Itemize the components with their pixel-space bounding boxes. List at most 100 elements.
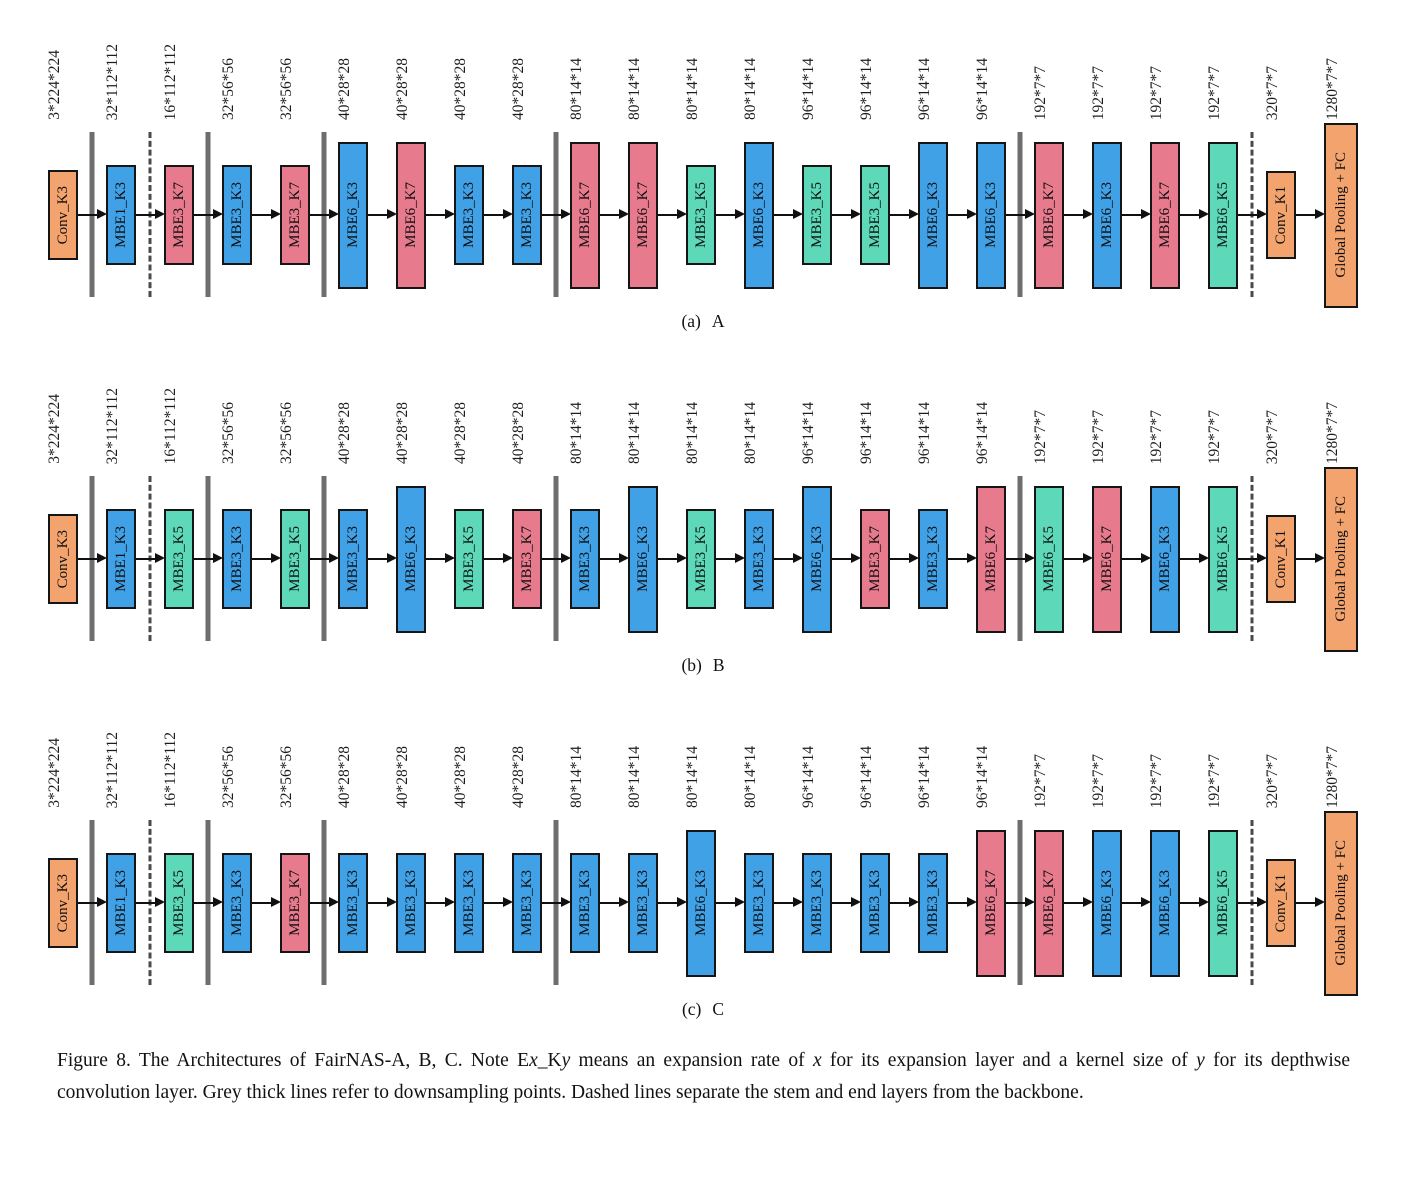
block-label: MBE6_K3 xyxy=(924,182,941,248)
dimension-label-area: 80*14*14 xyxy=(684,698,716,808)
caption-math-var: y xyxy=(1196,1050,1205,1071)
dimension-label: 40*28*28 xyxy=(452,402,470,464)
arch-column: 96*14*14 MBE6_K7 xyxy=(974,698,1006,998)
arch-column: 80*14*14 MBE6_K7 xyxy=(568,10,600,310)
dimension-label: 96*14*14 xyxy=(858,746,876,808)
arch-column: 32*56*56 MBE3_K3 xyxy=(220,354,252,654)
arrow-head-icon xyxy=(97,897,107,907)
arch-block: Conv_K1 xyxy=(1266,859,1296,947)
arrow-line xyxy=(1006,901,1029,904)
flow-arrow xyxy=(252,698,281,998)
arch-column: 192*7*7 MBE6_K5 xyxy=(1206,10,1238,310)
flow-arrow xyxy=(194,354,223,654)
arch-block: MBE6_K7 xyxy=(976,829,1006,977)
flow-arrow xyxy=(832,10,861,310)
arch-block: MBE6_K5 xyxy=(1208,485,1238,633)
arrow-line xyxy=(1180,901,1203,904)
flow-arrow xyxy=(1064,698,1093,998)
flow-arrow xyxy=(658,10,687,310)
dimension-label: 40*28*28 xyxy=(394,58,412,120)
block-label: MBE6_K7 xyxy=(982,526,999,592)
figure-caption: Figure 8. The Architectures of FairNAS-A… xyxy=(57,1045,1350,1109)
dimension-label: 192*7*7 xyxy=(1032,409,1050,464)
arrow-head-icon xyxy=(155,553,165,563)
arch-block: MBE3_K5 xyxy=(686,509,716,609)
block-label: MBE6_K5 xyxy=(1214,870,1231,936)
flow-arrow xyxy=(78,698,107,998)
arch-block: Conv_K3 xyxy=(48,514,78,604)
flow-arrow xyxy=(1122,698,1151,998)
block-area: MBE3_K3 xyxy=(802,808,832,998)
dimension-label: 32*56*56 xyxy=(278,402,296,464)
panel-caption-letter: A xyxy=(711,311,725,331)
block-label: MBE3_K5 xyxy=(170,870,187,936)
arch-column: 32*112*112 MBE1_K3 xyxy=(104,698,136,998)
dimension-label-area: 80*14*14 xyxy=(626,354,658,464)
block-label: Conv_K3 xyxy=(54,185,71,245)
flow-arrow xyxy=(1238,354,1267,654)
flow-arrow xyxy=(310,354,339,654)
arch-column: 96*14*14 MBE3_K5 xyxy=(858,10,890,310)
block-area: MBE6_K7 xyxy=(976,464,1006,654)
arrow-head-icon xyxy=(561,209,571,219)
arch-block: Conv_K3 xyxy=(48,858,78,948)
dimension-label: 40*28*28 xyxy=(336,402,354,464)
arch-column: 80*14*14 MBE3_K5 xyxy=(684,354,716,654)
flow-arrow xyxy=(194,698,223,998)
dimension-label-area: 96*14*14 xyxy=(858,10,890,120)
arch-column: 40*28*28 MBE6_K7 xyxy=(394,10,426,310)
arch-column: 40*28*28 MBE3_K7 xyxy=(510,354,542,654)
block-label: MBE6_K7 xyxy=(576,182,593,248)
block-label: MBE6_K7 xyxy=(1040,870,1057,936)
flow-arrow xyxy=(832,698,861,998)
arrow-line xyxy=(716,901,739,904)
flow-arrow xyxy=(1064,354,1093,654)
dimension-label: 320*7*7 xyxy=(1264,753,1282,808)
flow-arrow xyxy=(1006,698,1035,998)
arrow-line xyxy=(310,213,333,216)
block-label: Conv_K1 xyxy=(1272,529,1289,589)
arrow-line xyxy=(484,557,507,560)
block-label: MBE3_K3 xyxy=(228,182,245,248)
dimension-label: 80*14*14 xyxy=(568,402,586,464)
arrow-head-icon xyxy=(909,897,919,907)
block-area: MBE3_K7 xyxy=(512,464,542,654)
block-area: MBE6_K5 xyxy=(1208,808,1238,998)
dimension-label: 40*28*28 xyxy=(510,402,528,464)
block-label: MBE3_K3 xyxy=(228,526,245,592)
block-label: MBE1_K3 xyxy=(112,526,129,592)
arch-column: 80*14*14 MBE6_K7 xyxy=(626,10,658,310)
dimension-label: 80*14*14 xyxy=(626,58,644,120)
dimension-label-area: 40*28*28 xyxy=(452,698,484,808)
dimension-label: 192*7*7 xyxy=(1206,753,1224,808)
block-area: MBE3_K3 xyxy=(454,808,484,998)
block-label: MBE3_K3 xyxy=(344,870,361,936)
arch-column: 320*7*7 Conv_K1 xyxy=(1264,698,1296,998)
arch-column: 40*28*28 MBE3_K3 xyxy=(510,698,542,998)
block-label: MBE3_K3 xyxy=(518,870,535,936)
block-area: MBE3_K3 xyxy=(338,808,368,998)
flow-arrow xyxy=(1180,698,1209,998)
arrow-head-icon xyxy=(735,897,745,907)
arrow-line xyxy=(1296,557,1319,560)
flow-arrow xyxy=(136,698,165,998)
dimension-label-area: 96*14*14 xyxy=(800,354,832,464)
arch-block: MBE6_K3 xyxy=(628,485,658,633)
dimension-label-area: 16*112*112 xyxy=(162,10,194,120)
arch-block: MBE6_K7 xyxy=(628,141,658,289)
arrow-head-icon xyxy=(271,553,281,563)
block-area: MBE6_K5 xyxy=(1034,464,1064,654)
arrow-line xyxy=(1180,557,1203,560)
dimension-label-area: 16*112*112 xyxy=(162,698,194,808)
block-area: MBE6_K3 xyxy=(1150,808,1180,998)
block-label: MBE3_K3 xyxy=(576,870,593,936)
arrow-line xyxy=(78,213,101,216)
dimension-label: 32*56*56 xyxy=(220,402,238,464)
block-area: MBE3_K3 xyxy=(222,464,252,654)
arch-block: MBE3_K5 xyxy=(454,509,484,609)
arrow-head-icon xyxy=(677,209,687,219)
arch-block: MBE3_K3 xyxy=(744,509,774,609)
flow-arrow xyxy=(542,698,571,998)
arrow-line xyxy=(600,557,623,560)
arrow-head-icon xyxy=(1083,897,1093,907)
